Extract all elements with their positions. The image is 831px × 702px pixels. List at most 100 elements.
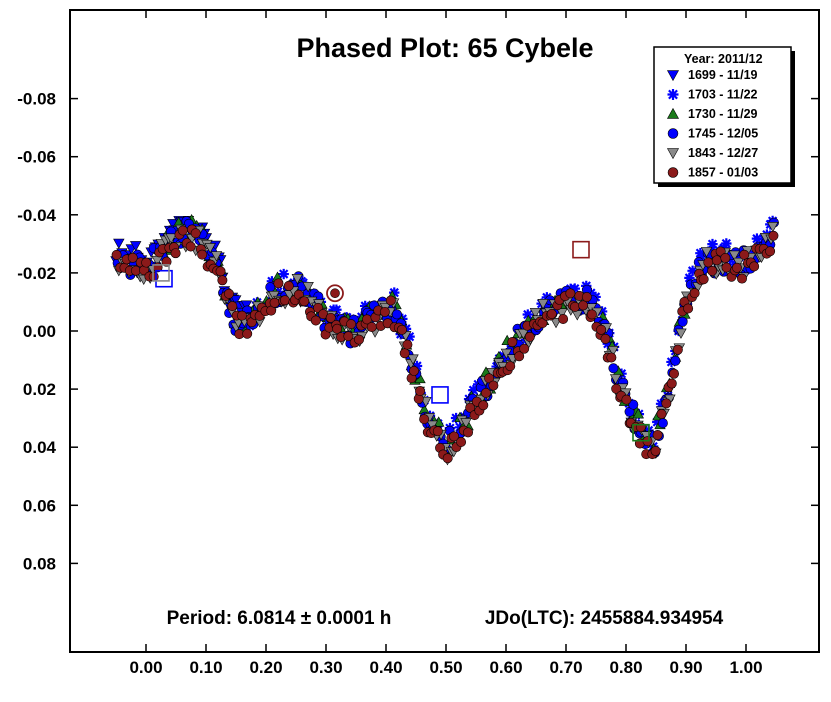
legend-marker — [667, 167, 679, 178]
data-point — [767, 221, 779, 233]
x-tick-label: 0.00 — [129, 658, 162, 677]
data-point — [456, 437, 467, 447]
x-tick-label: 0.10 — [189, 658, 222, 677]
data-point — [596, 306, 608, 317]
start-square-marker — [632, 423, 650, 442]
data-point — [586, 309, 597, 320]
data-point — [565, 288, 576, 299]
x-tick-label: 0.90 — [669, 658, 702, 677]
data-point — [165, 233, 177, 244]
data-point — [273, 278, 284, 289]
legend-marker — [667, 128, 679, 139]
legend-item: 1703 - 11/22 — [667, 88, 758, 102]
data-point — [524, 331, 535, 342]
start-square-marker — [155, 269, 173, 288]
legend-label: 1730 - 11/29 — [688, 107, 758, 121]
data-point — [407, 354, 419, 365]
data-point — [227, 301, 238, 312]
data-point — [698, 274, 709, 285]
data-point — [450, 412, 462, 424]
data-point — [197, 249, 208, 260]
data-point — [609, 374, 622, 385]
data-point — [558, 313, 569, 324]
data-point — [177, 225, 188, 236]
legend-marker — [666, 107, 680, 119]
legend-marker — [666, 70, 680, 82]
data-point — [687, 265, 698, 277]
data-point — [217, 275, 228, 286]
data-point — [402, 339, 413, 350]
x-tick-label: 0.60 — [489, 658, 522, 677]
x-tick-label: 0.20 — [249, 658, 282, 677]
data-point — [656, 408, 667, 419]
x-tick-label: 0.40 — [369, 658, 402, 677]
legend-marker — [667, 89, 679, 100]
data-point — [332, 323, 343, 334]
legend: Year: 2011/12 1699 - 11/19 1703 - 11/22 17… — [653, 46, 795, 187]
data-point — [242, 328, 253, 339]
data-point — [522, 309, 534, 320]
data-point — [343, 331, 354, 342]
y-tick-label: 0.06 — [23, 496, 56, 515]
data-point — [703, 257, 714, 268]
series-1857 — [111, 224, 779, 464]
y-tick-label: 0.00 — [23, 322, 56, 341]
legend-items: 1699 - 11/19 1703 - 11/22 1730 - 11/29 1745… — [666, 68, 758, 180]
data-point — [481, 387, 491, 398]
data-point — [711, 255, 722, 266]
start-square-marker — [572, 240, 590, 259]
data-point — [127, 252, 138, 263]
data-point — [621, 394, 632, 405]
data-point — [768, 230, 779, 241]
data-point — [720, 253, 731, 263]
data-point — [432, 426, 443, 437]
data-point — [661, 398, 672, 409]
data-point — [478, 400, 489, 411]
data-point — [389, 287, 400, 298]
data-point — [689, 288, 700, 299]
data-point — [677, 316, 688, 327]
data-point — [652, 430, 663, 440]
data-point — [652, 416, 663, 428]
data-point — [215, 266, 226, 277]
data-point — [581, 292, 592, 302]
y-tick-label: 0.02 — [23, 380, 56, 399]
data-point — [346, 319, 357, 330]
y-tick-label: -0.04 — [17, 206, 56, 225]
y-axis: -0.08 -0.06 -0.04 -0.02 0.00 0.02 0.04 0.06 0.08 — [17, 90, 819, 573]
data-point — [354, 334, 365, 345]
data-point — [404, 331, 415, 342]
start-circle-dot — [330, 288, 340, 299]
data-point — [611, 383, 622, 394]
data-point — [556, 308, 568, 319]
start-circle-marker — [326, 284, 344, 303]
data-point — [728, 250, 741, 261]
y-tick-label: -0.06 — [17, 148, 56, 167]
data-point — [385, 295, 396, 306]
chart-title: Phased Plot: 65 Cybele — [296, 33, 593, 63]
data-point — [721, 238, 732, 249]
epoch-annotation: JDo(LTC): 2455884.934954 — [485, 608, 724, 629]
data-point — [236, 310, 247, 321]
y-tick-label: 0.08 — [23, 554, 56, 573]
data-point — [707, 265, 718, 276]
data-point — [419, 414, 430, 425]
legend-item: 1699 - 11/19 — [666, 68, 758, 82]
data-point — [569, 283, 580, 294]
data-point — [519, 343, 530, 354]
data-point — [585, 287, 597, 299]
data-point — [484, 373, 495, 384]
data-point — [546, 308, 557, 319]
legend-item: 1857 - 01/03 — [667, 166, 758, 180]
data-point — [185, 241, 196, 252]
data-point — [596, 324, 607, 335]
data-point — [739, 249, 750, 260]
legend-item: 1730 - 11/29 — [666, 107, 758, 121]
data-point — [310, 315, 321, 326]
legend-item: 1843 - 12/27 — [666, 146, 758, 160]
data-point — [537, 318, 548, 329]
data-point — [669, 368, 679, 379]
data-point — [732, 257, 745, 269]
data-point — [465, 402, 476, 413]
